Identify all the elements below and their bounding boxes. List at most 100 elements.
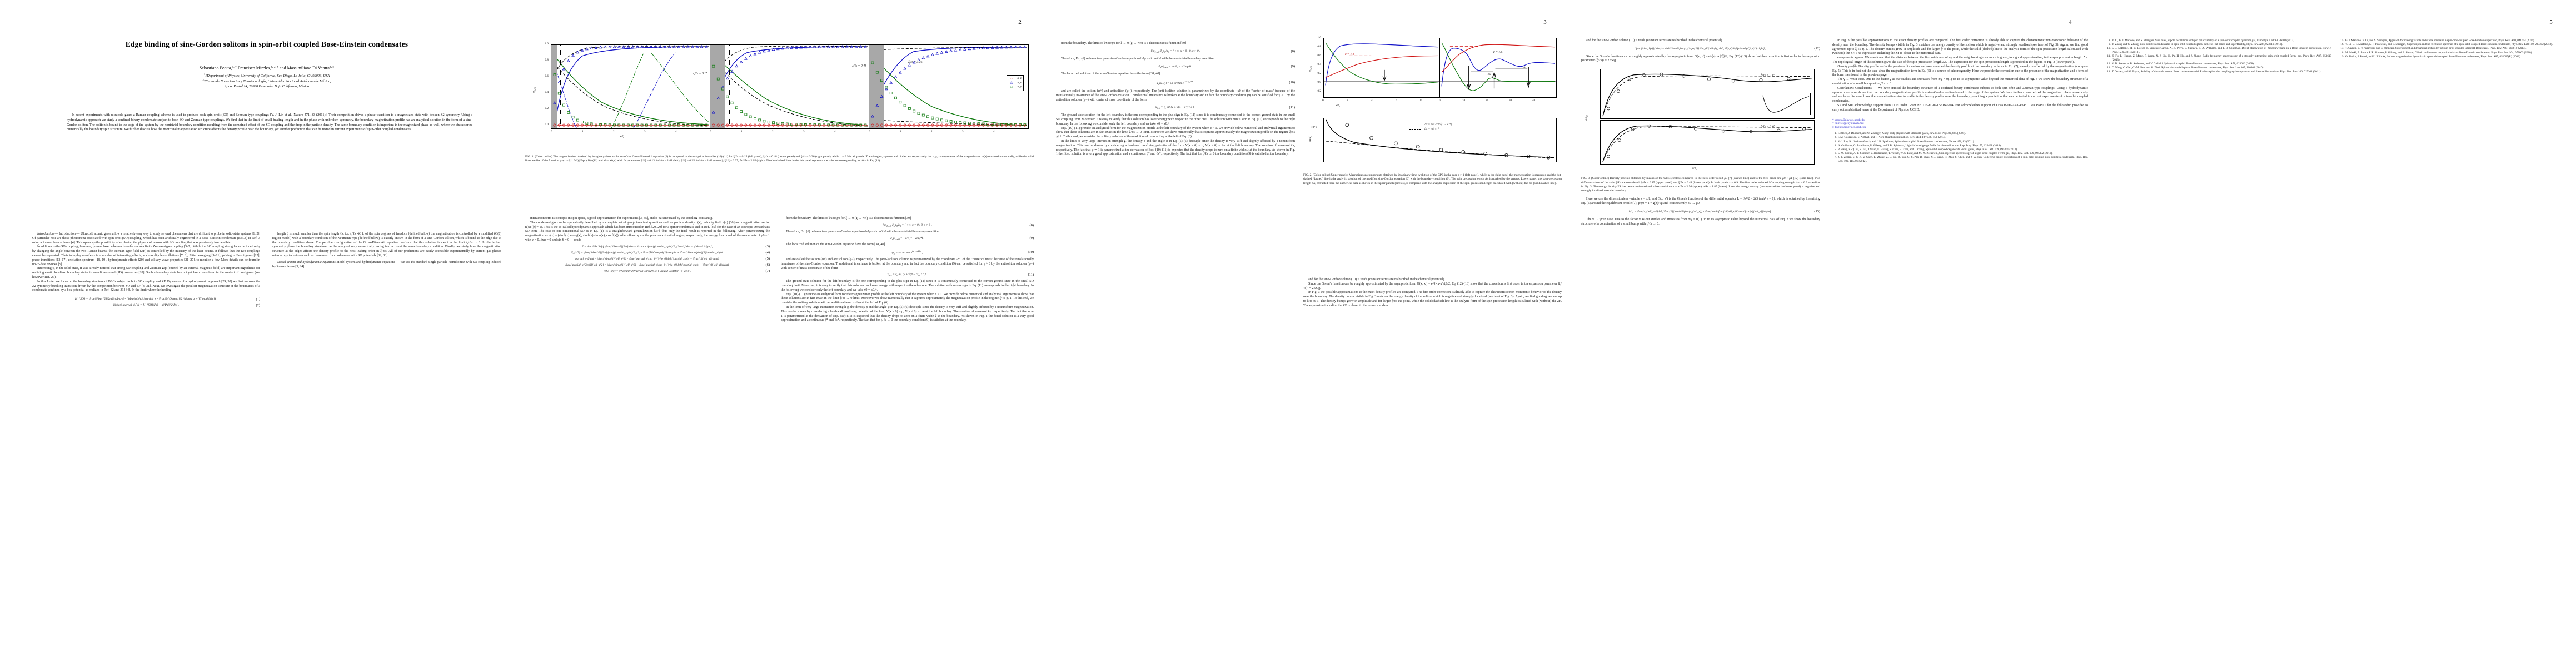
equation-11-number: (11): [1028, 273, 1034, 277]
figure-1-panel-right-label: ξ/ℓs = 3.36: [908, 61, 923, 64]
paragraph: Since the Green's function can be roughl…: [1303, 282, 1562, 290]
reference-item[interactable]: Y. Zhang and C. Zhang, Bose-Einstein con…: [2111, 43, 2331, 47]
equation-2: i\hbar\,\partial_t\Psi = H_{SO}\Psi + g|…: [32, 303, 260, 307]
figure-2-lower-plot: Δx = πℓs c⁻¹/√(1 − c⁻⁴) Δx = πℓs c⁻¹: [1323, 118, 1557, 162]
equation-5-number: (5): [765, 257, 770, 261]
figure-2-lower-legend: Δx = πℓs c⁻¹/√(1 − c⁻⁴) Δx = πℓs c⁻¹: [1407, 122, 1454, 133]
figure-3: ρ/ρ0 ξ/ℓs = 0.15: [1581, 69, 1820, 193]
reference-item[interactable]: L. J. LeBlanc, M. C. Beeler, K. Jiménez-…: [2111, 47, 2331, 54]
equation-8-repeat: limξ→0 ∂xρ0/ρ0 = { +∞, x = 0 ; 0, x > 0 …: [1056, 49, 1295, 54]
equation-13-body: h(z) = \frac{4}{\ell_s^2}\left[\frac{1}{…: [1628, 210, 1773, 213]
equation-2-number: (2): [256, 303, 260, 307]
equation-3-body: E = \int d^3x \left[ \frac{\hbar^2}{2m}\…: [581, 245, 714, 248]
equation-9-body: ∂xφ|x=0 = −c/ℓs = −2mγ/ℏ .: [890, 236, 924, 241]
equation-11-body: x0,± = ℓs ln[ (2 ± √(4 − c²)) / c ] .: [1155, 106, 1196, 110]
legend-entry: Δx = πℓs c⁻¹/√(1 − c⁻⁴): [1409, 123, 1452, 127]
reference-item[interactable]: I. M. Georgescu, S. Ashhab, and F. Nori,…: [1837, 136, 2088, 140]
figure-1-panel-left-curves: [553, 46, 709, 128]
figure-1-yticks: 1.0 0.8 0.6 0.4 0.2 0.0: [545, 42, 549, 126]
reference-item[interactable]: M. Merkl, A. Jacob, F. E. Zimmer, P. Öhb…: [2345, 51, 2570, 55]
equation-13: h(z) = \frac{4}{\ell_s^2}\left[\frac{1}{…: [1581, 210, 1820, 214]
reference-item[interactable]: Y.-J. Lin, K. Jiménez-García, and I. B. …: [1837, 140, 2088, 144]
page-number: 2: [1018, 19, 1022, 26]
figure-1-panel-left: ξ/ℓs = 0.15: [551, 45, 710, 128]
legend-label: n_y: [1017, 85, 1022, 89]
paragraph: In the limit of very large interaction s…: [781, 306, 1034, 322]
section-heading: Conclusions: [1837, 86, 1854, 90]
edge-shading: [869, 45, 884, 128]
reference-item[interactable]: P. Wang, Z.-Q. Yu, Z. Fu, J. Miao, L. Hu…: [1837, 148, 2088, 152]
paragraph: components appear. We also found that th…: [1832, 56, 2088, 64]
page-3: 3 from the boundary. The limit of ∂xρ0/ρ…: [1050, 0, 1567, 667]
equation-10-repeat: φ±(x, ℓs) = ±4 arctan e(x−x₀)/ℓs , (10): [1056, 80, 1295, 86]
page1-column-left: Introduction — Introduction — Ultracold …: [32, 232, 260, 655]
figure-1-plot: ξ/ℓs = 0.15: [551, 44, 1029, 129]
footnote-email-2[interactable]: † fmireles@cnyn.unam.mx: [1832, 122, 1864, 126]
paragraph: Since the Green's function can be roughl…: [1581, 54, 1820, 63]
paragraph: The γ → γmin case. Due to the factor γ a…: [1832, 78, 2088, 86]
paragraph: Density profile Density profile — In the…: [1832, 64, 2088, 77]
footnote-email-3[interactable]: ‡ diventra@physics.ucsd.edu: [1832, 126, 1866, 130]
reference-item[interactable]: Z. Fu, L. Huang, Z. Meng, P. Wang, X.-J.…: [2111, 54, 2331, 62]
edge-shading: [551, 45, 557, 128]
paragraph: The localized solution of the sine-Gordo…: [1061, 72, 1160, 76]
legend-entry: Δx = πℓs c⁻¹: [1409, 127, 1452, 132]
paragraph: Here we use the dimensionless variable z…: [1581, 197, 1820, 206]
reference-list: G. I. Martone, Y. Li, and S. Stringari, …: [2340, 39, 2570, 58]
figure-1: nx,y,z 1.0 0.8 0.6 0.4 0.2 0.0 ξ/ℓs = 0.…: [525, 42, 1034, 163]
equation-8-body: limξ→0 ∂xρ0/ρ0 = { +∞, x = 0 ; 0, x > 0 …: [883, 223, 932, 227]
paragraph: The γ → γmin case. Due to the factor γ a…: [1581, 217, 1820, 226]
figure-3-caption: FIG. 3. (Color online) Density profiles …: [1581, 177, 1820, 193]
equation-2-body: i\hbar\,\partial_t\Psi = H_{SO}\Psi + g|…: [113, 303, 180, 307]
figure-1-scatter-markers: [871, 45, 1027, 127]
reference-item[interactable]: G. I. Martone, Y. Li, and S. Stringari, …: [2345, 39, 2570, 43]
equation-4-body: H_{sG} = \frac{\hbar^2}{2m}\frac{(\parti…: [570, 251, 725, 255]
page3-column-left: from the boundary. The limit of ∂xρ0/ρ0 …: [1056, 42, 1295, 653]
figure-3-ylabel: ρ/ρ0: [1584, 115, 1589, 121]
equation-1-body: H_{SO} = \frac{\hbar^2}{2m}\nabla^2 - i\…: [74, 297, 217, 301]
figure-2-yticks: 1.0 0.8 0.6 0.4 0.2 0.0 -0.2: [1316, 36, 1321, 93]
figure-2-right-curves: [1440, 42, 1556, 91]
figure-3-panel-upper-label: ξ/ℓs = 0.15: [1761, 74, 1775, 78]
figure-3-xlabel: x/ℓs: [1692, 167, 1697, 171]
figure-1-panel-left-label: ξ/ℓs = 0.15: [693, 72, 707, 76]
reference-item[interactable]: O. Fialko, J. Brand, and U. Zülicke, Sol…: [2345, 55, 2570, 59]
figure-1-scatter-markers: [712, 45, 867, 127]
reference-item[interactable]: Y. D. Stanescu, B. Anderson, and V. Gali…: [2111, 62, 2331, 66]
reference-item[interactable]: Y. Li, G. I. Martone, and S. Stringari, …: [2111, 39, 2331, 43]
reference-item[interactable]: N. Goldman, G. Juzeliunas, P. Öhberg, an…: [1837, 144, 2088, 148]
equation-11-number: (11): [1289, 106, 1295, 110]
figure-2: nx,y,z 1.0 0.8 0.6 0.4 0.2 0.0 -0.2 c = …: [1303, 36, 1562, 186]
reference-item[interactable]: T. Ozawa, L. P. Pitaevskii, and S. Strin…: [2345, 47, 2570, 51]
equation-8-number: (8): [1291, 49, 1295, 53]
page5-column-right: G. I. Martone, Y. Li, and S. Stringari, …: [2340, 39, 2570, 656]
equation-8-number: (8): [1029, 223, 1034, 227]
figure-2-delta-x-annotation: Δx: [1488, 73, 1491, 76]
equation-10: φ± = ±4 arctan e(x−x₀)/ℓs , (10): [781, 250, 1034, 256]
paragraph: In this Letter we focus on the boundary …: [32, 280, 260, 292]
equation-7-number: (7): [765, 269, 770, 273]
reference-item[interactable]: Y. Li, G. I. Martone, L. P. Pitaevskii, …: [2345, 43, 2570, 47]
reference-item[interactable]: L. W. Cheuk, A. T. Sommer, Z. Hadzibabic…: [1837, 152, 2088, 156]
figure-1-legend: ○ n_z △ n_x □ n_y: [1007, 75, 1024, 91]
references-start: I. Bloch, J. Dalibard, and W. Zwerger, M…: [1832, 132, 2088, 163]
reference-item[interactable]: J.-Y. Zhang, S.-C. Ji, Z. Chen, L. Zhang…: [1837, 156, 2088, 163]
equation-11: x0,± = ℓs ln[ (2 ± √(4 − c²)) / c ] . (1…: [781, 273, 1034, 277]
footnote-email-1[interactable]: * speotta@physics.ucsd.edu: [1832, 118, 1865, 122]
paragraph: Therefore, Eq. (6) reduces to a pure sin…: [786, 230, 940, 233]
equation-9: ∂xφ|x=0 = −c/ℓs = −2mγ/ℏ . (9): [781, 236, 1034, 241]
paragraph: Eqs. (10)-(11) provide an analytical for…: [781, 292, 1034, 305]
figure-2-upper-plot: c = 1.1 c = 1.5: [1323, 38, 1557, 98]
reference-item[interactable]: C. Wang, C. Gao, C.-M. Jian, and H. Zhai…: [2111, 66, 2331, 70]
paragraph: and are called the soliton (φ+) and anti…: [1056, 89, 1295, 102]
equation-1-number: (1): [256, 297, 260, 301]
equation-7: \rho_0(x) = \rho\tanh^2\frac{x}{\sqrt{2}…: [525, 269, 770, 273]
reference-item[interactable]: T. Ozawa, and G. Baym, Stability of ultr…: [2111, 70, 2331, 74]
page4-column-right: In Fig. 3 the possible approximations to…: [1832, 39, 2088, 656]
page2-column-right: from the boundary. The limit of ∂xρ0/ρ0 …: [781, 217, 1034, 656]
reference-item[interactable]: I. Bloch, J. Dalibard, and W. Zwerger, M…: [1837, 132, 2088, 136]
equation-13-number: (13): [1814, 210, 1820, 214]
